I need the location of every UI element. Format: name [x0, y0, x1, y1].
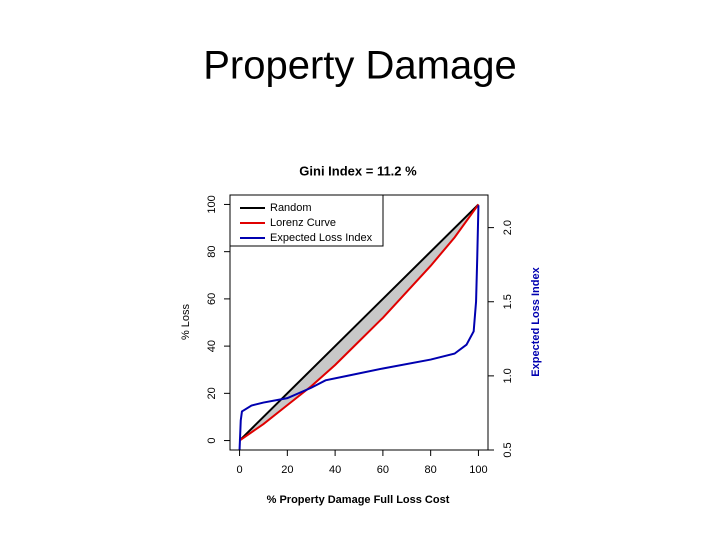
x-axis-title: % Property Damage Full Loss Cost [267, 494, 450, 506]
y2-tick-label: 2.0 [502, 220, 514, 235]
x-tick-label: 100 [469, 464, 487, 476]
legend-label: Random [270, 202, 312, 214]
series-line [238, 203, 480, 442]
y-tick-label: 80 [206, 246, 218, 258]
series-line [238, 205, 480, 451]
y2-tick-label: 0.5 [502, 442, 514, 457]
series-line [238, 203, 480, 442]
y-axis-title: % Loss [180, 303, 192, 340]
y2-axis-title: Expected Loss Index [530, 266, 542, 376]
y-tick-label: 60 [206, 293, 218, 305]
y-tick-label: 100 [206, 195, 218, 213]
x-tick-label: 60 [377, 464, 389, 476]
y2-tick-label: 1.0 [502, 368, 514, 383]
y-tick-label: 20 [206, 387, 218, 399]
slide-title: Property Damage [203, 44, 516, 88]
y2-tick-label: 1.5 [502, 294, 514, 309]
y-tick-label: 0 [206, 437, 218, 443]
legend-label: Lorenz Curve [270, 217, 336, 229]
x-tick-label: 0 [236, 464, 242, 476]
x-tick-label: 80 [425, 464, 437, 476]
x-tick-label: 40 [329, 464, 341, 476]
x-tick-label: 20 [281, 464, 293, 476]
chart-title: Gini Index = 11.2 % [299, 163, 417, 178]
legend-label: Expected Loss Index [270, 232, 373, 244]
y-tick-label: 40 [206, 340, 218, 352]
